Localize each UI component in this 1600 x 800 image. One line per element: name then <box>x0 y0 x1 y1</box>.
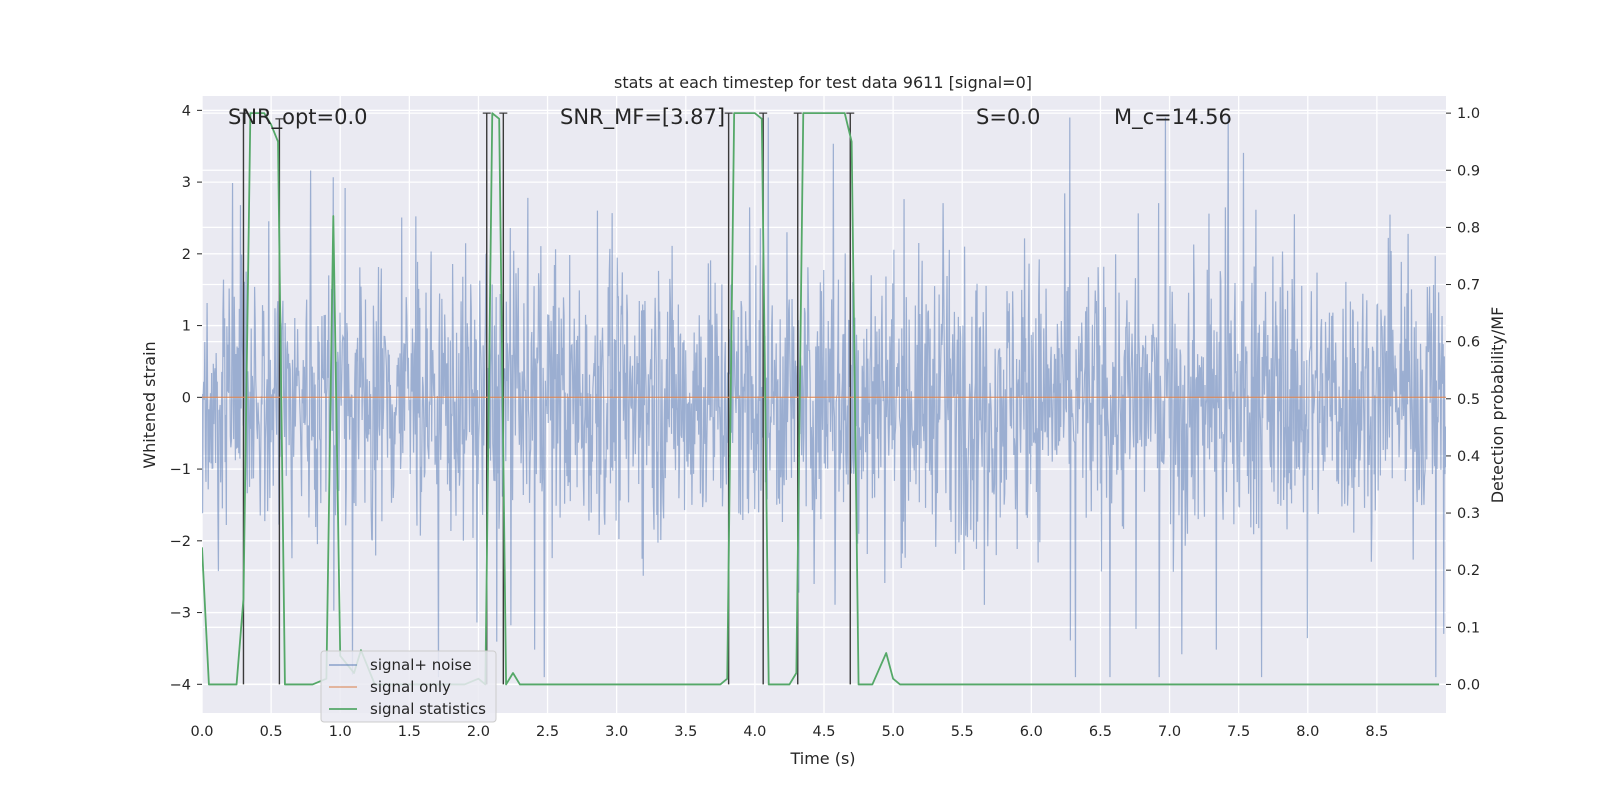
x-tick-label: 8.0 <box>1296 724 1319 740</box>
x-tick-label: 5.0 <box>882 724 905 740</box>
y2-tick-label: 0.5 <box>1457 392 1480 408</box>
y2-tick-label: 0.0 <box>1457 677 1480 693</box>
x-tick-label: 2.5 <box>536 724 559 740</box>
y-tick-label: 3 <box>182 175 191 191</box>
y-tick-label: 1 <box>182 319 191 335</box>
y2-tick-label: 0.8 <box>1457 220 1480 236</box>
y2-tick-label: 0.4 <box>1457 449 1480 465</box>
y2-tick-label: 0.6 <box>1457 335 1480 351</box>
y2-tick-label: 1.0 <box>1457 106 1480 122</box>
legend-label-signal-statistics: signal statistics <box>370 700 486 718</box>
x-tick-label: 7.0 <box>1158 724 1181 740</box>
x-tick-label: 7.5 <box>1227 724 1250 740</box>
y-tick-label: −3 <box>170 606 191 622</box>
x-tick-label: 1.5 <box>398 724 421 740</box>
x-tick-label: 2.0 <box>467 724 490 740</box>
legend-label-signal-noise: signal+ noise <box>370 656 472 674</box>
y-tick-label: 4 <box>182 103 191 119</box>
y2-tick-label: 0.7 <box>1457 278 1480 294</box>
legend: signal+ noise signal only signal statist… <box>320 650 497 723</box>
series-signal-statistics <box>202 112 1440 686</box>
x-tick-label: 0.0 <box>190 724 213 740</box>
x-tick-label: 1.0 <box>329 724 352 740</box>
y-tick-label: −1 <box>170 462 191 478</box>
y2-tick-label: 0.2 <box>1457 563 1480 579</box>
y-tick-label: 2 <box>182 247 191 263</box>
axis-ticks: 0.0 0.5 1.0 1.5 2.0 2.5 3.0 3.5 4.0 4.5 5.0 5.5 6.0 6… <box>170 103 1480 740</box>
series-signal-noise <box>202 117 1446 678</box>
signal-noise-line <box>202 117 1446 678</box>
chart-title: stats at each timestep for test data 961… <box>614 73 1032 92</box>
annotation-mc: M_c=14.56 <box>1114 105 1232 130</box>
y-tick-label: −4 <box>170 677 191 693</box>
x-tick-label: 4.0 <box>743 724 766 740</box>
x-axis-label: Time (s) <box>789 749 855 768</box>
y-tick-label: −2 <box>170 534 191 550</box>
x-tick-label: 3.5 <box>674 724 697 740</box>
annotation-snr-mf: SNR_MF=[3.87] <box>560 105 725 130</box>
x-tick-label: 5.5 <box>951 724 974 740</box>
y2-tick-label: 0.9 <box>1457 163 1480 179</box>
x-tick-label: 4.5 <box>812 724 835 740</box>
signal-statistics-line <box>202 112 1440 686</box>
x-tick-label: 3.0 <box>605 724 628 740</box>
x-tick-label: 0.5 <box>260 724 283 740</box>
x-tick-label: 8.5 <box>1365 724 1388 740</box>
x-tick-label: 6.0 <box>1020 724 1043 740</box>
x-tick-label: 6.5 <box>1089 724 1112 740</box>
annotation-s: S=0.0 <box>976 105 1040 129</box>
y-axis-label: Whitened strain <box>140 341 159 468</box>
legend-box <box>320 650 497 723</box>
annotation-snr-opt: SNR_opt=0.0 <box>228 105 368 130</box>
legend-label-signal-only: signal only <box>370 678 451 696</box>
y2-tick-label: 0.3 <box>1457 506 1480 522</box>
y2-tick-label: 0.1 <box>1457 620 1480 636</box>
y2-axis-label: Detection probability/MF <box>1488 307 1507 504</box>
y-tick-label: 0 <box>182 390 191 406</box>
